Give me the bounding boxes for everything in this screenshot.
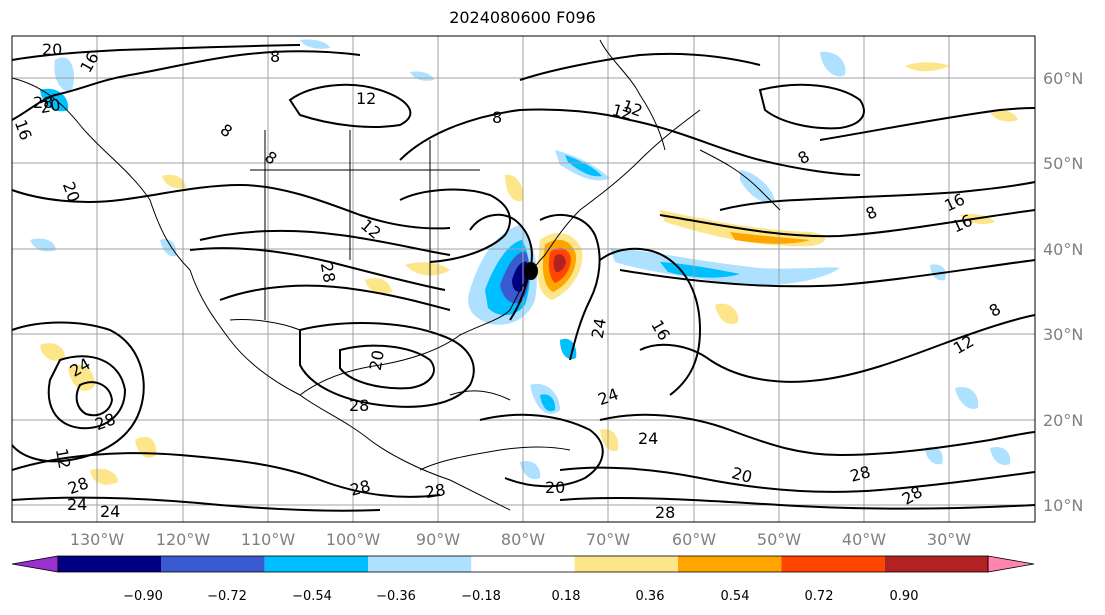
contour-label: 12 [52,447,74,470]
colorbar-border [57,555,989,573]
lon-label: 120°W [156,530,211,549]
lat-label: 20°N [1043,411,1083,430]
storm-center [524,262,538,280]
colorbar-tick: −0.18 [461,589,501,604]
lon-label: 50°W [757,530,801,549]
map-panel: 20 16 28 16 20 8 12 8 8 12 8 8 16 8 16 1… [11,35,1036,523]
contour-label: 24 [100,502,120,521]
contour-label: 20 [545,478,565,497]
lon-label: 110°W [241,530,296,549]
colorbar-tick: −0.72 [207,589,247,604]
lat-label: 30°N [1043,325,1083,344]
colorbar-segment [58,556,162,572]
colorbar-tick: −0.36 [376,589,416,604]
lon-label: 60°W [672,530,716,549]
lon-label: 80°W [501,530,545,549]
contour-label: 24 [638,429,658,448]
map-frame [11,35,1036,523]
lon-label: 40°W [842,530,886,549]
contour-label: 28 [33,93,53,112]
contour-label: 8 [270,47,280,66]
lon-label: 30°W [927,530,971,549]
contour-label: 20 [366,349,388,372]
lat-label: 50°N [1043,154,1083,173]
colorbar-tick: 0.72 [805,589,834,604]
latitude-labels: 60°N 50°N 40°N 30°N 20°N 10°N [1043,69,1083,515]
contour-label: 8 [492,108,502,127]
colorbar-tick: 0.90 [890,589,919,604]
coastlines [11,39,781,511]
colorbar-tick: 0.36 [636,589,665,604]
lat-label: 10°N [1043,496,1083,515]
contour-label: 28 [424,480,447,502]
colorbar-extend-low [11,555,59,573]
lat-label: 40°N [1043,240,1083,259]
contour-label: 28 [848,462,873,486]
graticule [12,36,1035,522]
contour-label: 20 [39,95,62,117]
contour-label: 20 [730,463,755,487]
colorbar-tick: −0.54 [292,589,332,604]
lon-label: 90°W [416,530,460,549]
longitude-labels: 130°W 120°W 110°W 100°W 90°W 80°W 70°W 6… [70,530,971,549]
lon-label: 70°W [586,530,630,549]
contour-label: 24 [67,495,87,514]
colorbar-segment [161,556,265,572]
contour-label: 24 [588,317,610,340]
map-title: 2024080600 F096 [449,8,596,27]
contour-label: 28 [317,261,339,284]
colorbar-segment [884,556,988,572]
lon-label: 100°W [326,530,381,549]
contour-label: 12 [610,100,635,124]
colorbar-segment [471,556,575,572]
colorbar [11,555,1035,573]
colorbar-segment [574,556,678,572]
colorbar-tick-labels: −0.90 −0.72 −0.54 −0.36 −0.18 0.18 0.36 … [123,589,918,604]
colorbar-segment [678,556,782,572]
contour-label: 28 [348,476,373,500]
contour-label: 20 [42,40,62,59]
lon-label: 130°W [70,530,125,549]
contour-label: 12 [356,89,376,108]
contour-label: 28 [349,396,369,415]
colorbar-tick: −0.90 [123,589,163,604]
colorbar-tick: 0.54 [721,589,750,604]
colorbar-segment [781,556,885,572]
colorbar-tick: 0.18 [552,589,581,604]
contour-label: 28 [655,503,675,522]
colorbar-extend-high [987,555,1035,573]
contours [11,44,1036,512]
lat-label: 60°N [1043,69,1083,88]
colorbar-segment [264,556,368,572]
colorbar-segment [368,556,472,572]
